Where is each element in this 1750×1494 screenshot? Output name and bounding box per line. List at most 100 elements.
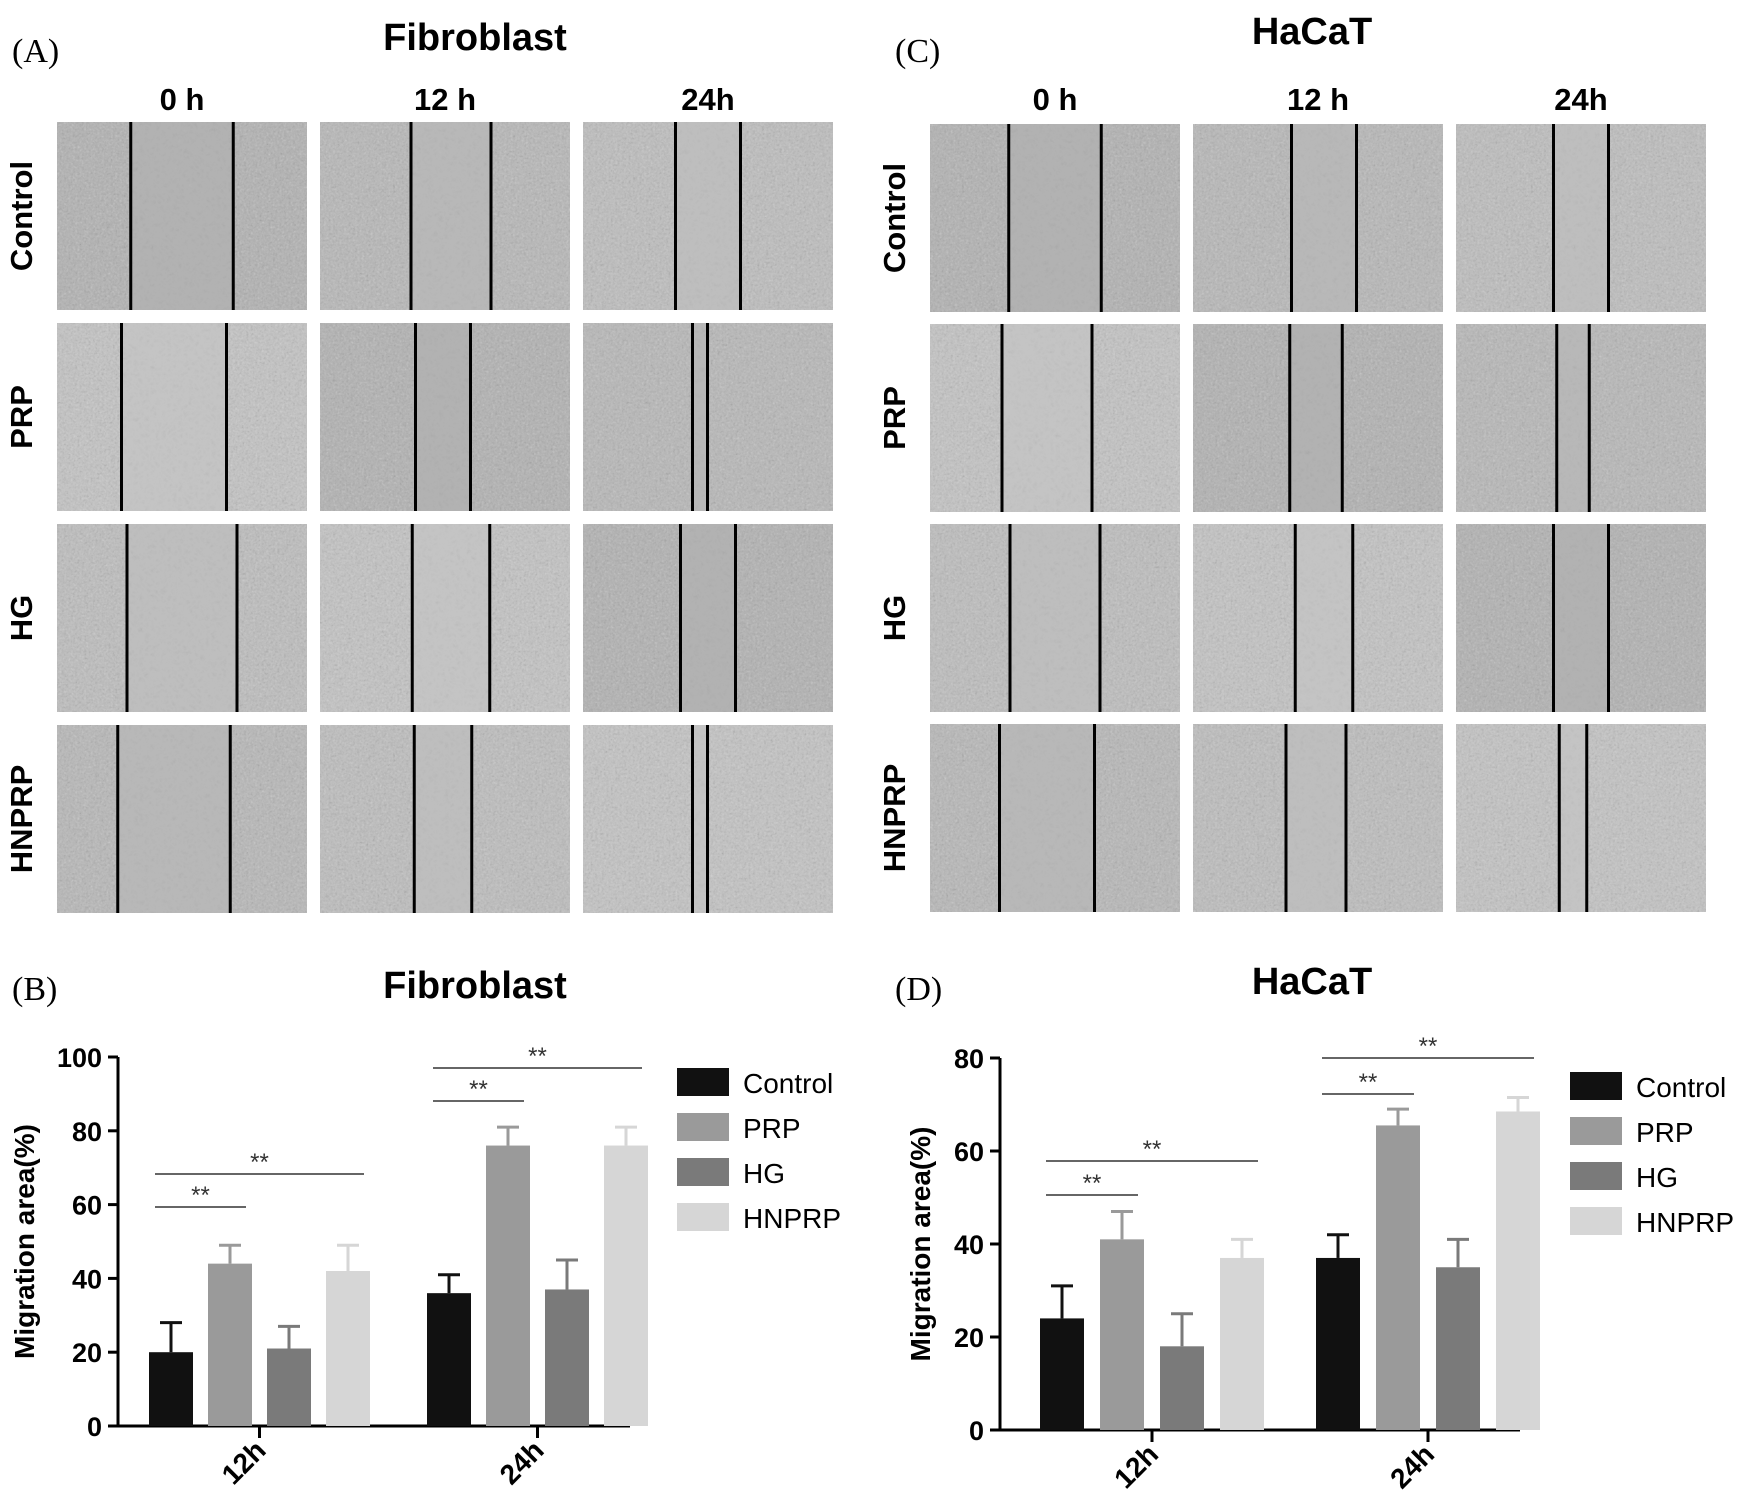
illumination-texture	[1456, 724, 1706, 912]
panel-c: (C) HaCaT 0 h 12 h 24h Control PRP HG HNPRP	[877, 11, 1706, 912]
group-label: Control	[877, 163, 912, 273]
illumination-texture	[1456, 524, 1706, 712]
y-tick-label: 60	[954, 1137, 984, 1167]
micrograph-image	[583, 524, 833, 712]
panel-label-b: (B)	[12, 971, 57, 1008]
group-label: PRP	[4, 385, 39, 449]
micrograph-image	[583, 122, 833, 310]
illumination-texture	[320, 725, 570, 913]
legend-label: HG	[1636, 1162, 1678, 1193]
illumination-texture	[57, 122, 307, 310]
group-label: PRP	[877, 386, 912, 450]
y-axis-label: Migration area(%)	[905, 1127, 936, 1362]
illumination-texture	[1193, 524, 1443, 712]
micrograph-image	[930, 324, 1180, 512]
bar-hg	[1436, 1267, 1480, 1430]
legend-swatch-hg	[1570, 1162, 1622, 1190]
group-label: Control	[4, 161, 39, 271]
bar-hg	[267, 1348, 311, 1426]
legend-swatch-hnprp	[1570, 1207, 1622, 1235]
significance-label: **	[1143, 1136, 1162, 1163]
group-label: HG	[4, 595, 39, 642]
bar-chart-b: 0 20 40 60 80 100 Migration area(%) 12h ** ** 24h *…	[9, 1043, 841, 1490]
bar-control	[1040, 1318, 1084, 1430]
micrograph-grid-a: 0 h 12 h 24h Control PRP HG HNPRP	[4, 82, 833, 913]
legend-label: HNPRP	[743, 1203, 841, 1234]
bar-control	[149, 1352, 193, 1426]
panel-a: (A) Fibroblast 0 h 12 h 24h Control PRP HG HNP…	[4, 17, 833, 913]
legend-swatch-control	[1570, 1072, 1622, 1100]
x-tick-label: 24h	[1384, 1438, 1440, 1494]
illumination-texture	[583, 524, 833, 712]
micrograph-image	[1456, 524, 1706, 712]
micrograph-image	[1193, 324, 1443, 512]
time-header: 0 h	[1033, 82, 1078, 117]
panel-title-c: HaCaT	[1252, 11, 1372, 53]
micrograph-image	[930, 724, 1180, 912]
panel-label-a: (A)	[12, 33, 59, 70]
bar-hnprp	[1496, 1111, 1540, 1430]
illumination-texture	[930, 724, 1180, 912]
bar-prp	[486, 1145, 530, 1426]
group-label: HNPRP	[877, 764, 912, 873]
illumination-texture	[930, 324, 1180, 512]
significance-label: **	[1359, 1069, 1378, 1096]
significance-label: **	[250, 1149, 269, 1176]
legend-swatch-prp	[677, 1113, 729, 1141]
time-header: 12 h	[414, 82, 476, 117]
time-header: 24h	[1554, 82, 1607, 117]
legend-swatch-hg	[677, 1158, 729, 1186]
legend-swatch-prp	[1570, 1117, 1622, 1145]
significance-label: **	[191, 1182, 210, 1209]
legend-swatch-hnprp	[677, 1203, 729, 1231]
illumination-texture	[930, 524, 1180, 712]
group-label: HNPRP	[4, 765, 39, 874]
illumination-texture	[320, 323, 570, 511]
micrograph-image	[1193, 124, 1443, 312]
illumination-texture	[1193, 124, 1443, 312]
micrograph-image	[57, 122, 307, 310]
micrograph-image	[320, 524, 570, 712]
illumination-texture	[1456, 124, 1706, 312]
panel-label-d: (D)	[895, 971, 942, 1008]
bar-hnprp	[326, 1271, 370, 1426]
y-tick-label: 40	[954, 1230, 984, 1260]
x-tick-label: 12h	[216, 1434, 272, 1490]
illumination-texture	[1193, 724, 1443, 912]
micrograph-image	[1456, 124, 1706, 312]
micrograph-image	[1193, 524, 1443, 712]
panel-title-a: Fibroblast	[383, 17, 567, 59]
illumination-texture	[583, 122, 833, 310]
legend-label: PRP	[1636, 1117, 1694, 1148]
group-label: HG	[877, 595, 912, 642]
time-header: 12 h	[1287, 82, 1349, 117]
micrograph-image	[1456, 724, 1706, 912]
illumination-texture	[57, 524, 307, 712]
micrograph-image	[1193, 724, 1443, 912]
legend-label: Control	[743, 1068, 833, 1099]
micrograph-image	[320, 323, 570, 511]
bar-hnprp	[604, 1145, 648, 1426]
x-tick-label: 24h	[494, 1434, 550, 1490]
micrograph-image	[583, 725, 833, 913]
legend-label: HG	[743, 1158, 785, 1189]
legend-label: HNPRP	[1636, 1207, 1734, 1238]
micrograph-image	[320, 122, 570, 310]
bar-hg	[545, 1289, 589, 1426]
significance-label: **	[469, 1076, 488, 1103]
bar-hg	[1160, 1346, 1204, 1430]
y-axis-label: Migration area(%)	[9, 1124, 40, 1359]
chart-title-b: Fibroblast	[383, 965, 567, 1007]
micrograph-grid-c: 0 h 12 h 24h Control PRP HG HNPRP	[877, 82, 1706, 912]
bar-prp	[1376, 1125, 1420, 1430]
micrograph-image	[930, 524, 1180, 712]
micrograph-image	[57, 323, 307, 511]
chart-title-d: HaCaT	[1252, 961, 1372, 1003]
bar-hnprp	[1220, 1257, 1264, 1430]
micrograph-image	[57, 524, 307, 712]
illumination-texture	[1456, 324, 1706, 512]
illumination-texture	[1193, 324, 1443, 512]
micrograph-image	[320, 725, 570, 913]
y-tick-label: 40	[72, 1264, 102, 1294]
